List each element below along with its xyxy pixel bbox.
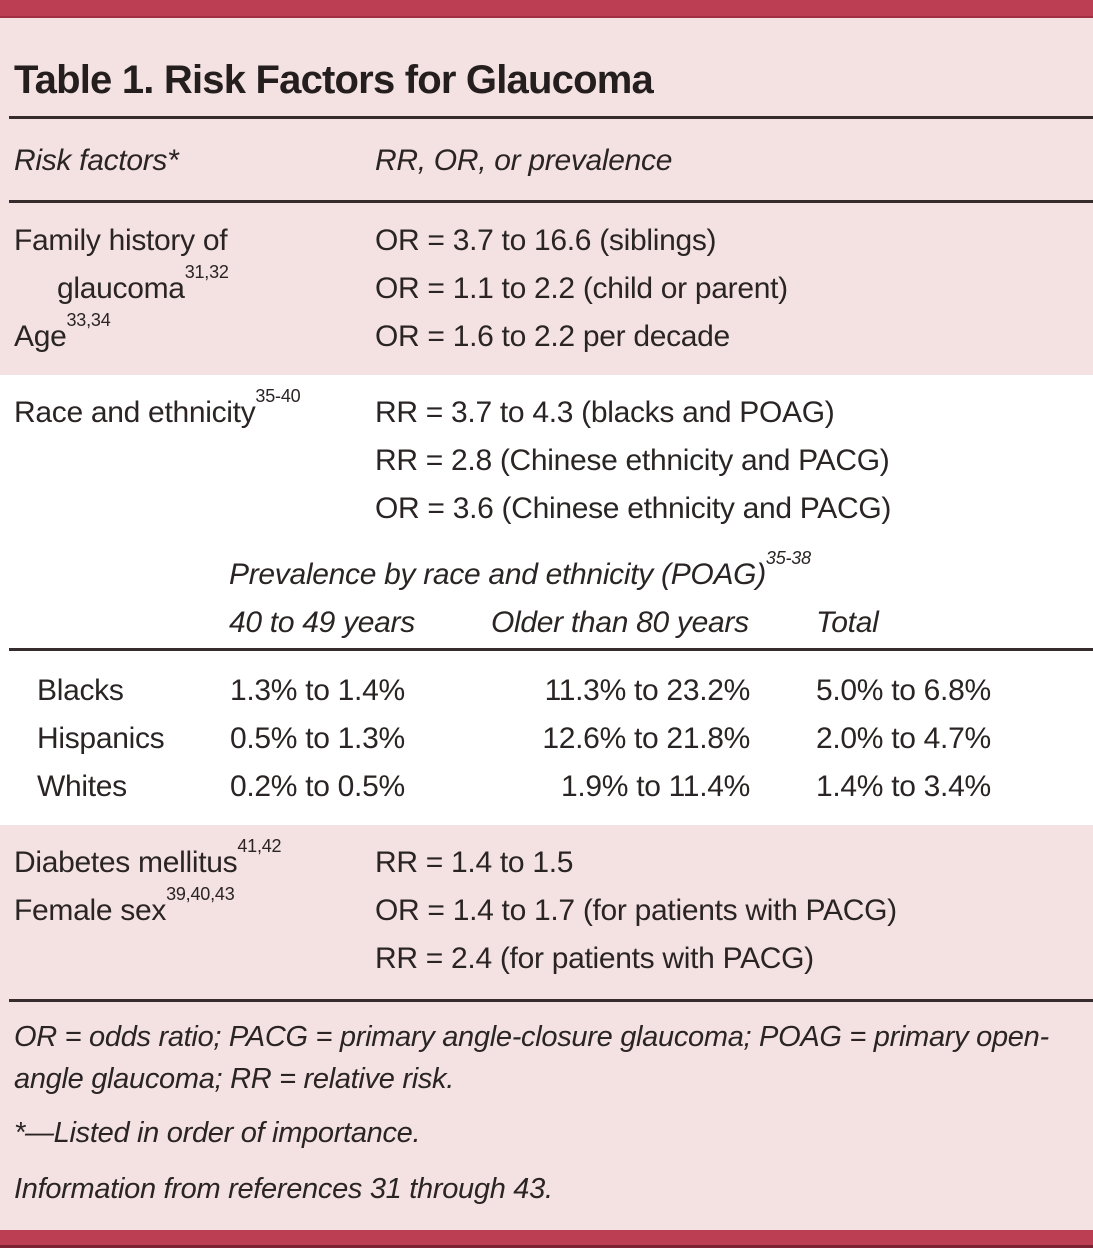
caption-text: Prevalence by race and ethnicity (POAG) [229,558,766,591]
table-row: Family history of OR = 3.7 to 16.6 (sibl… [0,217,1093,265]
prevalence-cell-total: 5.0% to 6.8% [816,674,991,707]
risk-factor-label: Diabetes mellitus41,42 [14,836,375,887]
prevalence-col-header-total: Total [816,606,879,639]
risk-factor-value: OR = 1.1 to 2.2 (child or parent) [375,272,788,305]
footnote-source: Information from references 31 through 4… [14,1173,553,1205]
risk-factor-value: OR = 1.4 to 1.7 (for patients with PACG) [375,894,897,927]
risk-factor-label: Family history of [14,217,375,265]
risk-factor-label [14,485,375,533]
column-header-row: Risk factors* RR, OR, or prevalence [0,119,1093,200]
table-row: RR = 2.8 (Chinese ethnicity and PACG) [0,437,1093,485]
risk-factor-value: OR = 1.6 to 2.2 per decade [375,320,730,353]
reference-superscript: 35-38 [765,548,811,568]
risk-factor-label: Race and ethnicity35-40 [14,386,375,437]
risk-factor-value: RR = 3.7 to 4.3 (blacks and POAG) [375,396,835,429]
reference-superscript: 41,42 [237,836,282,856]
label-text: Diabetes mellitus [14,846,238,879]
prevalence-caption: Prevalence by race and ethnicity (POAG)3… [0,549,1093,595]
footnote-abbreviations: OR = odds ratio; PACG = primary angle-cl… [0,1016,1093,1100]
table-row: Age33,34 OR = 1.6 to 2.2 per decade [0,310,1093,361]
table-row: Race and ethnicity35-40 RR = 3.7 to 4.3 … [0,386,1093,437]
risk-factor-label: glaucoma31,32 [14,262,375,313]
prevalence-cell-40-49: 0.2% to 0.5% [230,770,405,803]
top-accent-bar [0,0,1093,18]
prevalence-cell-total: 1.4% to 3.4% [816,770,991,803]
label-text: Female sex [14,894,167,927]
reference-superscript: 35-40 [255,386,301,406]
label-text: glaucoma [57,272,185,305]
risk-factor-label: Female sex39,40,43 [14,884,375,935]
horizontal-rule-above-footnotes [9,999,1093,1002]
risk-factor-value: RR = 1.4 to 1.5 [375,846,574,879]
col-header-risk-factors: Risk factors* [14,144,179,177]
table-title: Table 1. Risk Factors for Glaucoma [14,58,654,102]
table-row: RR = 2.4 (for patients with PACG) [0,935,1093,983]
risk-factor-value: RR = 2.8 (Chinese ethnicity and PACG) [375,444,890,477]
bottom-risk-rows: Diabetes mellitus41,42 RR = 1.4 to 1.5 F… [0,836,1093,983]
table-row: Whites 0.2% to 0.5% 1.9% to 11.4% 1.4% t… [0,763,1093,811]
table-row: Diabetes mellitus41,42 RR = 1.4 to 1.5 [0,836,1093,887]
risk-factor-label [14,935,375,983]
prevalence-cell-total: 2.0% to 4.7% [816,722,991,755]
reference-superscript: 31,32 [184,262,229,282]
risk-factor-value: OR = 3.7 to 16.6 (siblings) [375,224,717,257]
reference-superscript: 33,34 [66,310,111,330]
table-row: Blacks 1.3% to 1.4% 11.3% to 23.2% 5.0% … [0,667,1093,715]
table-row: Female sex39,40,43 OR = 1.4 to 1.7 (for … [0,884,1093,935]
prevalence-col-header-40-49: 40 to 49 years [229,606,415,639]
label-text: Race and ethnicity [14,396,256,429]
risk-factor-label [14,437,375,485]
label-text: Age [14,320,67,353]
table-row: Hispanics 0.5% to 1.3% 12.6% to 21.8% 2.… [0,715,1093,763]
bottom-accent-bar [0,1230,1093,1248]
top-risk-rows: Family history of OR = 3.7 to 16.6 (sibl… [0,217,1093,361]
horizontal-rule-under-prevalence-headers [9,648,1093,651]
table-row: OR = 3.6 (Chinese ethnicity and PACG) [0,485,1093,533]
prevalence-rows: Blacks 1.3% to 1.4% 11.3% to 23.2% 5.0% … [0,667,1093,811]
prevalence-cell-race: Hispanics [37,722,165,755]
section-bottom-risks-and-footnotes: Diabetes mellitus41,42 RR = 1.4 to 1.5 F… [0,825,1093,1230]
prevalence-cell-over-80: 11.3% to 23.2% [544,674,751,707]
prevalence-cell-over-80: 1.9% to 11.4% [560,770,750,803]
risk-factor-value: OR = 3.6 (Chinese ethnicity and PACG) [375,492,892,525]
horizontal-rule-under-column-headers [9,200,1093,203]
prevalence-cell-over-80: 12.6% to 21.8% [542,722,750,755]
reference-superscript: 39,40,43 [166,884,235,904]
prevalence-col-header-over-80: Older than 80 years [491,606,749,639]
horizontal-rule-under-title [9,116,1093,119]
risk-factor-label: Age33,34 [14,310,375,361]
risk-factor-value: RR = 2.4 (for patients with PACG) [375,942,814,975]
section-header-and-top-risks: Table 1. Risk Factors for Glaucoma Risk … [0,18,1093,375]
prevalence-cell-race: Whites [37,770,127,803]
footnote-abbreviations-line1: OR = odds ratio; PACG = primary angle-cl… [14,1021,1049,1053]
prevalence-cell-race: Blacks [37,674,124,707]
race-risk-rows: Race and ethnicity35-40 RR = 3.7 to 4.3 … [0,386,1093,533]
prevalence-cell-40-49: 0.5% to 1.3% [230,722,405,755]
prevalence-column-headers: 40 to 49 years Older than 80 years Total [0,603,1093,643]
prevalence-cell-40-49: 1.3% to 1.4% [230,674,405,707]
label-text: Family history of [14,224,228,257]
section-race-ethnicity: Race and ethnicity35-40 RR = 3.7 to 4.3 … [0,375,1093,825]
table-row: glaucoma31,32 OR = 1.1 to 2.2 (child or … [0,262,1093,313]
footnote-abbreviations-line2: angle glaucoma; RR = relative risk. [14,1063,455,1095]
col-header-value: RR, OR, or prevalence [375,144,673,177]
footnote-asterisk: *—Listed in order of importance. [14,1117,421,1149]
